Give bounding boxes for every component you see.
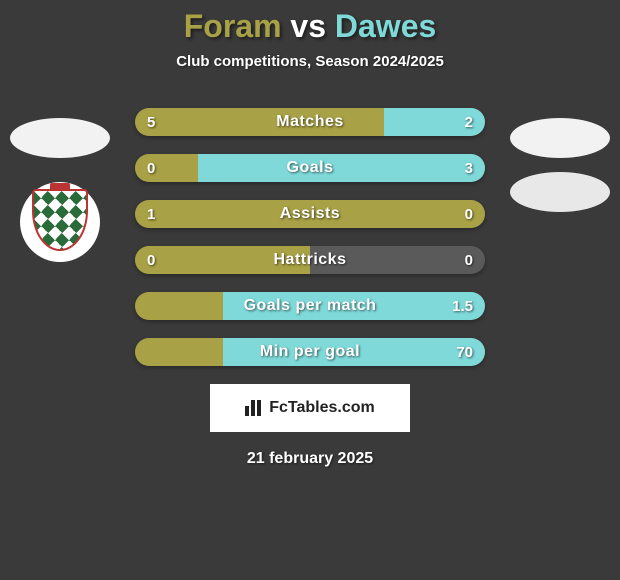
page-title: Foram vs Dawes [0,0,620,45]
player1-club-crest [20,182,100,262]
bar-row: 52Matches [135,108,485,136]
bar-row: 1.5Goals per match [135,292,485,320]
bar-row: 03Goals [135,154,485,182]
subtitle: Club competitions, Season 2024/2025 [0,53,620,70]
title-vs: vs [282,8,335,44]
bar-chart-icon [245,400,265,416]
bar-label: Min per goal [135,338,485,366]
player1-avatar-placeholder [10,118,110,158]
title-player1: Foram [184,8,282,44]
date-text: 21 february 2025 [0,450,620,468]
bar-row: 00Hattricks [135,246,485,274]
player2-avatar-placeholder [510,118,610,158]
bar-row: 70Min per goal [135,338,485,366]
bar-label: Goals [135,154,485,182]
bar-label: Matches [135,108,485,136]
brand-footer: FcTables.com [210,384,410,432]
title-player2: Dawes [335,8,436,44]
player2-club-crest-placeholder [510,172,610,212]
brand-text: FcTables.com [269,399,375,417]
bar-label: Goals per match [135,292,485,320]
bar-label: Assists [135,200,485,228]
bar-row: 10Assists [135,200,485,228]
comparison-bars: 52Matches 03Goals 10Assists 00Hattricks 1.5G… [135,108,485,366]
bar-label: Hattricks [135,246,485,274]
crest-shield-icon [32,189,88,255]
